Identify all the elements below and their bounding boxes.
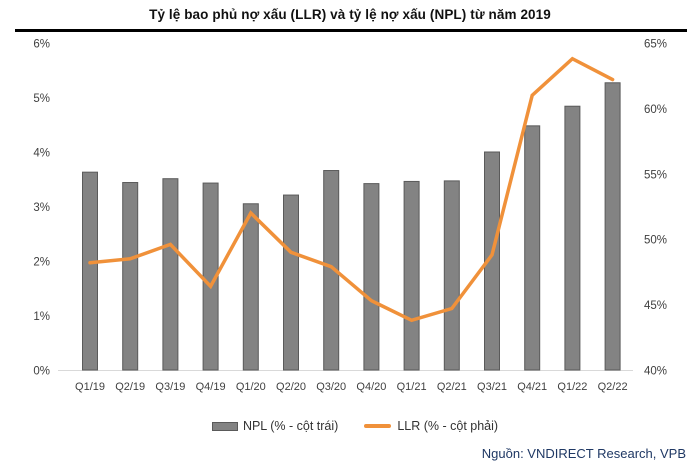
left-axis-tick: 2% — [33, 257, 50, 269]
npl-bar-Q2/19 — [122, 182, 139, 371]
npl-bar-Q2/20 — [283, 194, 299, 371]
right-axis-tick: 65% — [644, 39, 667, 51]
npl-bar-Q1/22 — [564, 105, 581, 371]
chart-title: Tỷ lệ bao phủ nợ xấu (LLR) và tỷ lệ nợ x… — [149, 7, 551, 22]
npl-bar-Q4/21 — [524, 125, 541, 371]
left-axis-tick: 3% — [33, 202, 50, 214]
llr-line-swatch-icon — [364, 424, 392, 428]
combo-chart-plot: 6% 5% 4% 3% 2% 1% 0% 65% 60% 55% 50% 45% 40% Q1/19 Q2/… — [33, 39, 667, 394]
x-axis-label: Q4/20 — [356, 381, 386, 393]
x-axis-label: Q1/22 — [557, 381, 587, 393]
left-axis-tick: 6% — [33, 39, 50, 51]
npl-bar-Q4/20 — [363, 183, 380, 371]
x-axis-label: Q2/19 — [115, 381, 145, 393]
npl-bar-Q1/20 — [242, 203, 259, 371]
x-axis-label: Q3/20 — [316, 381, 346, 393]
npl-bar-Q1/19 — [82, 171, 98, 371]
npl-bar-swatch-icon — [211, 421, 238, 431]
chart-legend: NPL (% - cột trái) LLR (% - cột phải) — [10, 419, 700, 433]
x-axis-label: Q3/21 — [477, 381, 507, 393]
source-note: Nguồn: VNDIRECT Research, VPB — [481, 446, 686, 461]
npl-bar-Q2/22 — [604, 82, 621, 371]
legend-llr-label: LLR (% - cột phải) — [397, 419, 499, 433]
npl-bar-Q3/19 — [162, 178, 179, 371]
left-axis-tick: 5% — [33, 93, 50, 105]
legend-npl-label: NPL (% - cột trái) — [242, 419, 339, 433]
right-axis-tick: 45% — [644, 300, 667, 312]
x-axis-label: Q3/19 — [155, 381, 185, 393]
x-axis-label: Q2/21 — [437, 381, 467, 393]
right-axis-tick: 60% — [644, 104, 667, 116]
x-axis-label: Q4/19 — [196, 381, 226, 393]
left-axis-tick: 0% — [33, 366, 50, 378]
x-axis-label: Q1/20 — [236, 381, 266, 393]
npl-bar-Q1/21 — [403, 180, 420, 371]
left-axis-tick: 4% — [33, 148, 50, 160]
npl-bar-Q2/21 — [443, 180, 460, 371]
npl-bar-Q3/21 — [484, 151, 500, 371]
x-axis-label: Q2/20 — [276, 381, 306, 393]
npl-bar-Q3/20 — [323, 170, 340, 371]
x-axis-label: Q4/21 — [517, 381, 547, 393]
llr-line — [88, 56, 615, 323]
left-axis-tick: 1% — [33, 311, 50, 323]
right-axis-tick: 40% — [644, 366, 667, 378]
title-rule — [15, 29, 687, 32]
x-axis-label: Q1/19 — [75, 381, 105, 393]
x-axis-label: Q2/22 — [598, 381, 628, 393]
right-axis-tick: 55% — [644, 169, 667, 181]
right-axis-tick: 50% — [644, 235, 667, 247]
x-axis-label: Q1/21 — [397, 381, 427, 393]
legend-item-npl: NPL (% - cột trái) — [211, 419, 339, 433]
legend-item-llr: LLR (% - cột phải) — [364, 419, 498, 433]
